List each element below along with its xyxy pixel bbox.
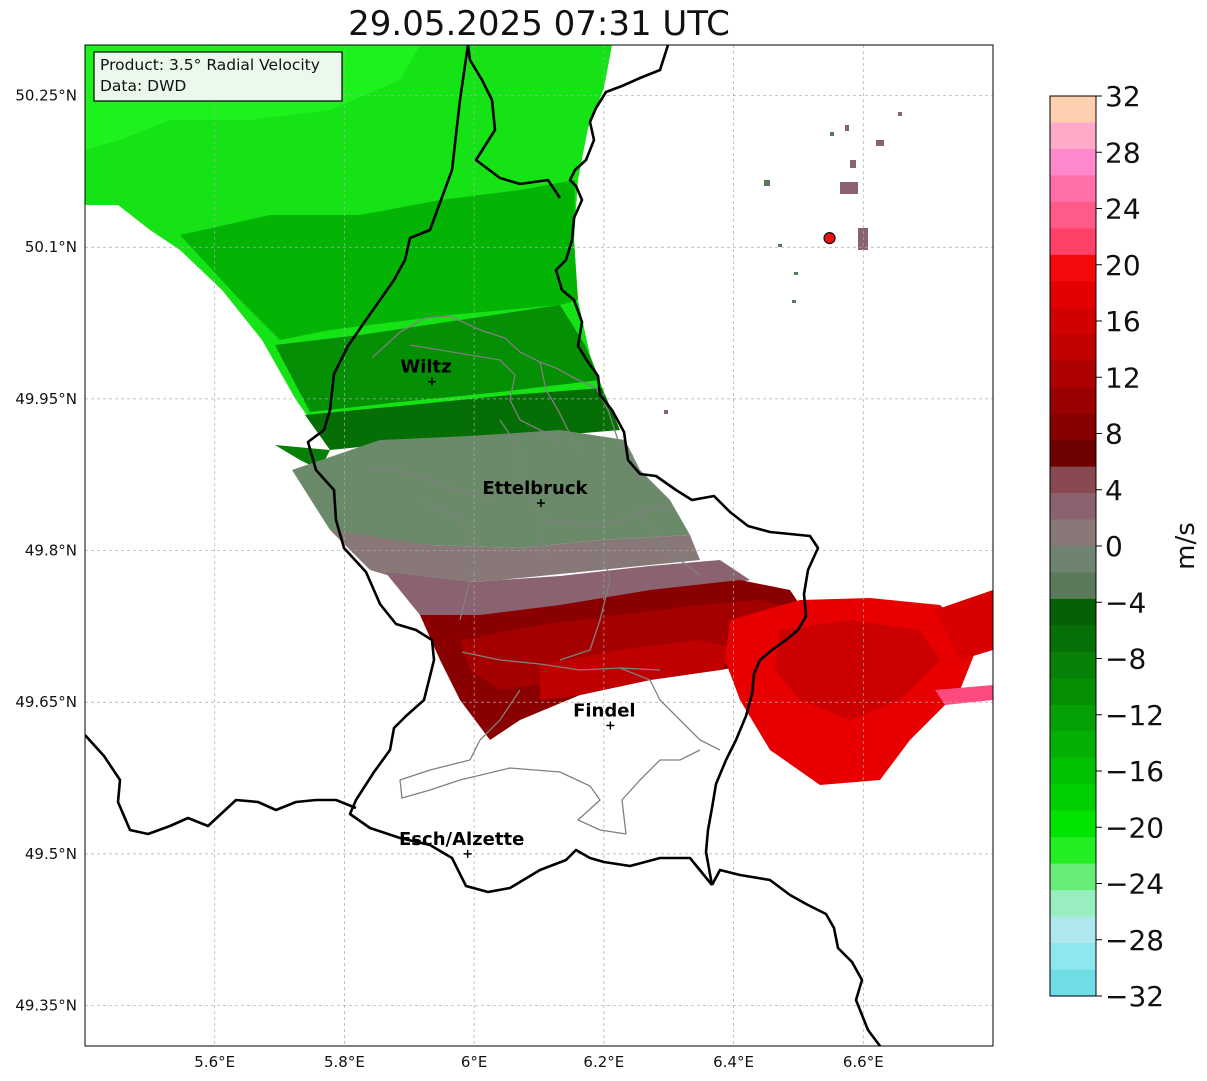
colorbar-segment — [1050, 678, 1096, 706]
lat-tick-label-5: 49.5°N — [25, 845, 77, 863]
colorbar-tick-label: 32 — [1105, 80, 1141, 113]
colorbar-segment — [1050, 757, 1096, 785]
colorbar-tick-label: −8 — [1105, 643, 1146, 676]
lat-tick-label-0: 50.25°N — [15, 87, 77, 105]
colorbar-segment — [1050, 863, 1096, 891]
colorbar-segment — [1050, 122, 1096, 150]
colorbar-segment — [1050, 254, 1096, 282]
lon-tick-label-4: 6.4°E — [713, 1053, 754, 1071]
colorbar-segment — [1050, 228, 1096, 256]
colorbar-tick-label: −32 — [1105, 980, 1164, 1013]
city-label: Wiltz — [400, 357, 451, 378]
colorbar-tick-label: −28 — [1105, 924, 1164, 957]
lat-tick-label-2: 49.95°N — [15, 390, 77, 408]
colorbar-segment — [1050, 440, 1096, 468]
colorbar-tick-label: −16 — [1105, 755, 1164, 788]
colorbar-segment — [1050, 281, 1096, 309]
colorbar-segment — [1050, 546, 1096, 574]
city-wiltz: Wiltz — [400, 357, 452, 386]
colorbar-tick-label: 4 — [1105, 474, 1123, 507]
colorbar-tick-label: 20 — [1105, 249, 1141, 282]
colorbar-segment — [1050, 175, 1096, 203]
lat-tick-label-3: 49.8°N — [25, 542, 77, 560]
lat-tick-label-1: 50.1°N — [25, 238, 77, 256]
colorbar-segment — [1050, 969, 1096, 997]
colorbar-segment — [1050, 466, 1096, 494]
city-label: Esch/Alzette — [399, 829, 524, 850]
lon-tick-label-3: 6.2°E — [583, 1053, 624, 1071]
colorbar-segment — [1050, 572, 1096, 600]
colorbar-segment — [1050, 413, 1096, 441]
lon-tick-label-1: 5.8°E — [324, 1053, 365, 1071]
colorbar-segment — [1050, 360, 1096, 388]
colorbar-tick-label: −20 — [1105, 811, 1164, 844]
colorbar-segment — [1050, 598, 1096, 627]
velocity-echo-zero — [292, 430, 750, 620]
latitude-ticks: 50.25°N 50.1°N 49.95°N 49.8°N 49.65°N 49.5°N 4… — [15, 87, 77, 1015]
colorbar-tick-label: 0 — [1105, 530, 1123, 563]
colorbar-segment — [1050, 890, 1096, 918]
colorbar-segment — [1050, 519, 1096, 547]
national-borders — [85, 45, 882, 1046]
longitude-ticks: 5.6°E 5.8°E 6°E 6.2°E 6.4°E 6.6°E — [194, 1053, 883, 1071]
colorbar-label: m/s — [1171, 522, 1201, 570]
colorbar-tick-label: 16 — [1105, 305, 1141, 338]
colorbar-tick-label: 12 — [1105, 361, 1141, 394]
colorbar-segment — [1050, 651, 1096, 679]
colorbar-segment — [1050, 201, 1096, 229]
lon-tick-label-5: 6.6°E — [843, 1053, 884, 1071]
lat-tick-label-4: 49.65°N — [15, 693, 77, 711]
colorbar-tick-label: −12 — [1105, 699, 1164, 732]
map-frame — [84, 44, 994, 1047]
velocity-echo-red — [420, 580, 993, 785]
colorbar-segment — [1050, 334, 1096, 362]
city-label: Ettelbruck — [482, 478, 588, 499]
colorbar-segment — [1050, 493, 1096, 521]
colorbar-segment — [1050, 943, 1096, 971]
colorbar-tick-label: −4 — [1105, 586, 1146, 619]
colorbar-segment — [1050, 148, 1096, 177]
city-label: Findel — [573, 700, 636, 721]
lon-tick-label-0: 5.6°E — [194, 1053, 235, 1071]
city-esch-alzette: Esch/Alzette — [399, 829, 524, 858]
city-markers: Wiltz Ettelbruck Findel Esch/Alzette — [399, 357, 636, 858]
lat-tick-label-6: 49.35°N — [15, 997, 77, 1015]
colorbar-segment — [1050, 96, 1096, 124]
colorbar-segment — [1050, 837, 1096, 865]
colorbar-segment — [1050, 731, 1096, 759]
colorbar-tick-label: 28 — [1105, 136, 1141, 169]
city-ettelbruck: Ettelbruck — [482, 478, 589, 508]
colorbar-segment — [1050, 784, 1096, 812]
colorbar: 32 28 24 20 16 12 8 4 0 −4 −8 −12 −16 −20 −24 −28 −32 — [1049, 80, 1164, 1013]
info-box: Product: 3.5° Radial Velocity Data: DWD — [93, 51, 343, 102]
info-product: Product: 3.5° Radial Velocity — [100, 56, 320, 74]
radar-site-marker — [823, 232, 836, 245]
colorbar-segment — [1050, 387, 1096, 415]
chart-title: 29.05.2025 07:31 UTC — [348, 4, 730, 44]
colorbar-segment — [1050, 916, 1096, 944]
colorbar-segment — [1050, 625, 1096, 653]
colorbar-tick-label: 24 — [1105, 193, 1141, 226]
colorbar-segment — [1050, 704, 1096, 732]
lon-tick-label-2: 6°E — [461, 1053, 488, 1071]
info-data-source: Data: DWD — [100, 77, 186, 95]
colorbar-segment — [1050, 307, 1096, 335]
colorbar-tick-label: 8 — [1105, 418, 1123, 451]
district-boundaries — [370, 315, 721, 835]
city-findel: Findel — [573, 700, 636, 730]
colorbar-tick-label: −24 — [1105, 868, 1164, 901]
colorbar-segment — [1050, 810, 1096, 838]
